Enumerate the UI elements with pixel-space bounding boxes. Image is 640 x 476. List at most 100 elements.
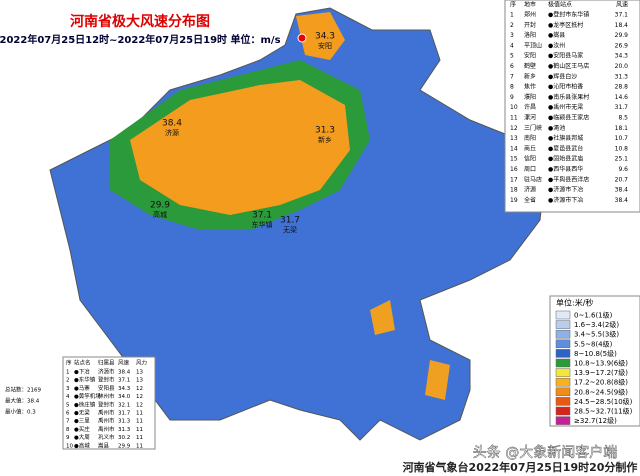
table-cell: ●辉县白沙 xyxy=(548,72,577,80)
strong-wind-core xyxy=(130,80,350,215)
max-station xyxy=(297,33,307,43)
table-cell: 28.8 xyxy=(615,84,629,91)
table-cell: 30.2 xyxy=(118,435,130,441)
table-cell: 鹤壁 xyxy=(524,62,536,70)
table-cell: 31.3 xyxy=(118,427,131,433)
table-cell: 11 xyxy=(136,419,143,425)
table-cell: 8 xyxy=(66,427,70,433)
table-cell: 信阳 xyxy=(524,155,536,163)
table-cell: 11 xyxy=(136,435,143,441)
table-cell: ●高城 xyxy=(74,441,90,449)
table-cell: 6 xyxy=(510,63,514,70)
legend-swatch xyxy=(555,397,571,406)
table-cell: 3 xyxy=(510,32,514,39)
table-cell: ●黄竽机场 xyxy=(74,392,101,400)
subtitle: 2022年07月25日12时~2022年07月25日19时 单位：m/s xyxy=(0,33,281,46)
table-cell: ●渑池 xyxy=(548,124,565,132)
table-cell: ●嵩县 xyxy=(548,31,565,39)
map-place: 济源 xyxy=(165,128,179,137)
legend-label: 5.5~8(4级) xyxy=(574,339,613,348)
table-cell: 17 xyxy=(510,176,518,183)
north-area xyxy=(296,12,345,60)
map-place: 东华镇 xyxy=(252,220,273,229)
table-cell: ●夏邑县武台 xyxy=(548,144,583,152)
table-cell: 商丘 xyxy=(524,144,536,152)
city-table-box xyxy=(504,0,640,213)
table-cell: 10 xyxy=(66,443,73,449)
table-header: 序 xyxy=(66,359,72,367)
table-cell: 11 xyxy=(136,443,143,449)
table-header: 序 xyxy=(510,1,516,9)
table-cell: 12 xyxy=(136,394,143,400)
map-value: 38.4 xyxy=(162,119,182,129)
table-cell: ●汝州 xyxy=(548,41,565,49)
table-cell: ●沁阳市柏香 xyxy=(548,83,583,91)
table-cell: 19 xyxy=(510,197,518,204)
table-cell: ●济源市下冶 xyxy=(548,186,583,194)
table-cell: 31.3 xyxy=(615,73,629,80)
legend-swatch xyxy=(555,368,571,377)
table-cell: 安阳县 xyxy=(98,384,115,392)
table-cell: 新乡 xyxy=(524,72,536,80)
table-cell: 25.1 xyxy=(615,156,629,163)
table-cell: 开封 xyxy=(524,21,536,29)
legend-label: 10.8~13.9(6级) xyxy=(574,359,628,368)
table-cell: 12 xyxy=(136,402,143,408)
table-cell: 7 xyxy=(510,73,514,80)
table-cell: 2 xyxy=(66,378,70,384)
table-cell: 34.0 xyxy=(118,394,131,400)
table-cell: 20.0 xyxy=(615,63,629,70)
table-cell: ●徐庄镇 xyxy=(74,400,96,408)
table-cell: ●下冶 xyxy=(74,368,90,376)
table-cell: 26.9 xyxy=(615,42,629,49)
table-cell: 29.9 xyxy=(118,443,131,449)
table-cell: ●济源市下冶 xyxy=(548,196,583,204)
table-cell: 1 xyxy=(66,370,70,376)
table-cell: 18 xyxy=(510,187,518,194)
legend-swatch xyxy=(555,329,571,339)
table-cell: 10.8 xyxy=(615,145,629,152)
table-cell: ●买庄 xyxy=(74,425,90,433)
table-cell: 13 xyxy=(136,370,143,376)
legend-swatch xyxy=(555,358,571,368)
legend-swatch xyxy=(555,416,571,425)
table-cell: 6 xyxy=(66,411,70,417)
legend-swatch xyxy=(555,349,571,358)
stat: 总站数：2169 xyxy=(5,386,41,394)
table-cell: ●社旗县邦城 xyxy=(548,134,583,142)
map-place: 高城 xyxy=(153,210,167,219)
table-cell: 2 xyxy=(510,22,514,29)
table-cell: 13 xyxy=(136,378,143,384)
footer: 河南省气象台2022年07月25日19时20分制作 xyxy=(403,460,638,474)
table-header: 风力 xyxy=(136,359,147,367)
stat: 最大值：38.4 xyxy=(5,397,40,405)
table-cell: 驻马店 xyxy=(524,175,542,183)
stat: 最小值：0.3 xyxy=(5,408,36,416)
legend-label: 24.5~28.5(10级) xyxy=(574,397,633,406)
legend-label: 1.6~3.4(2级) xyxy=(574,320,619,329)
table-cell: 全省 xyxy=(524,196,536,204)
station-table-box xyxy=(62,356,156,450)
table-cell: 南阳 xyxy=(524,134,536,142)
table-cell: 济源市 xyxy=(98,368,115,376)
southeast-area xyxy=(370,300,450,400)
table-cell: ●龙亭区抵村 xyxy=(548,21,583,29)
table-cell: 20.7 xyxy=(615,176,629,183)
table-cell: ●固始县武庙 xyxy=(548,155,583,163)
table-cell: 32.1 xyxy=(118,402,130,408)
table-cell: 许昌 xyxy=(524,103,536,111)
legend-label: 17.2~20.8(8级) xyxy=(574,378,628,387)
table-cell: 濮阳 xyxy=(524,93,536,101)
table-cell: 12 xyxy=(136,386,143,392)
table-cell: 11 xyxy=(510,115,518,122)
table-cell: 9 xyxy=(66,435,70,441)
table-cell: 三门峡 xyxy=(524,124,542,132)
legend-label: 28.5~32.7(11级) xyxy=(574,407,633,416)
table-cell: 29.9 xyxy=(615,32,629,39)
table-cell: 12 xyxy=(510,125,518,132)
table-header: 站点名 xyxy=(74,359,91,367)
table-cell: ●马寨 xyxy=(74,384,90,392)
legend-label: 3.4~5.5(3级) xyxy=(574,330,619,339)
table-cell: 8.5 xyxy=(618,115,628,122)
table-cell: 10.7 xyxy=(615,135,629,142)
